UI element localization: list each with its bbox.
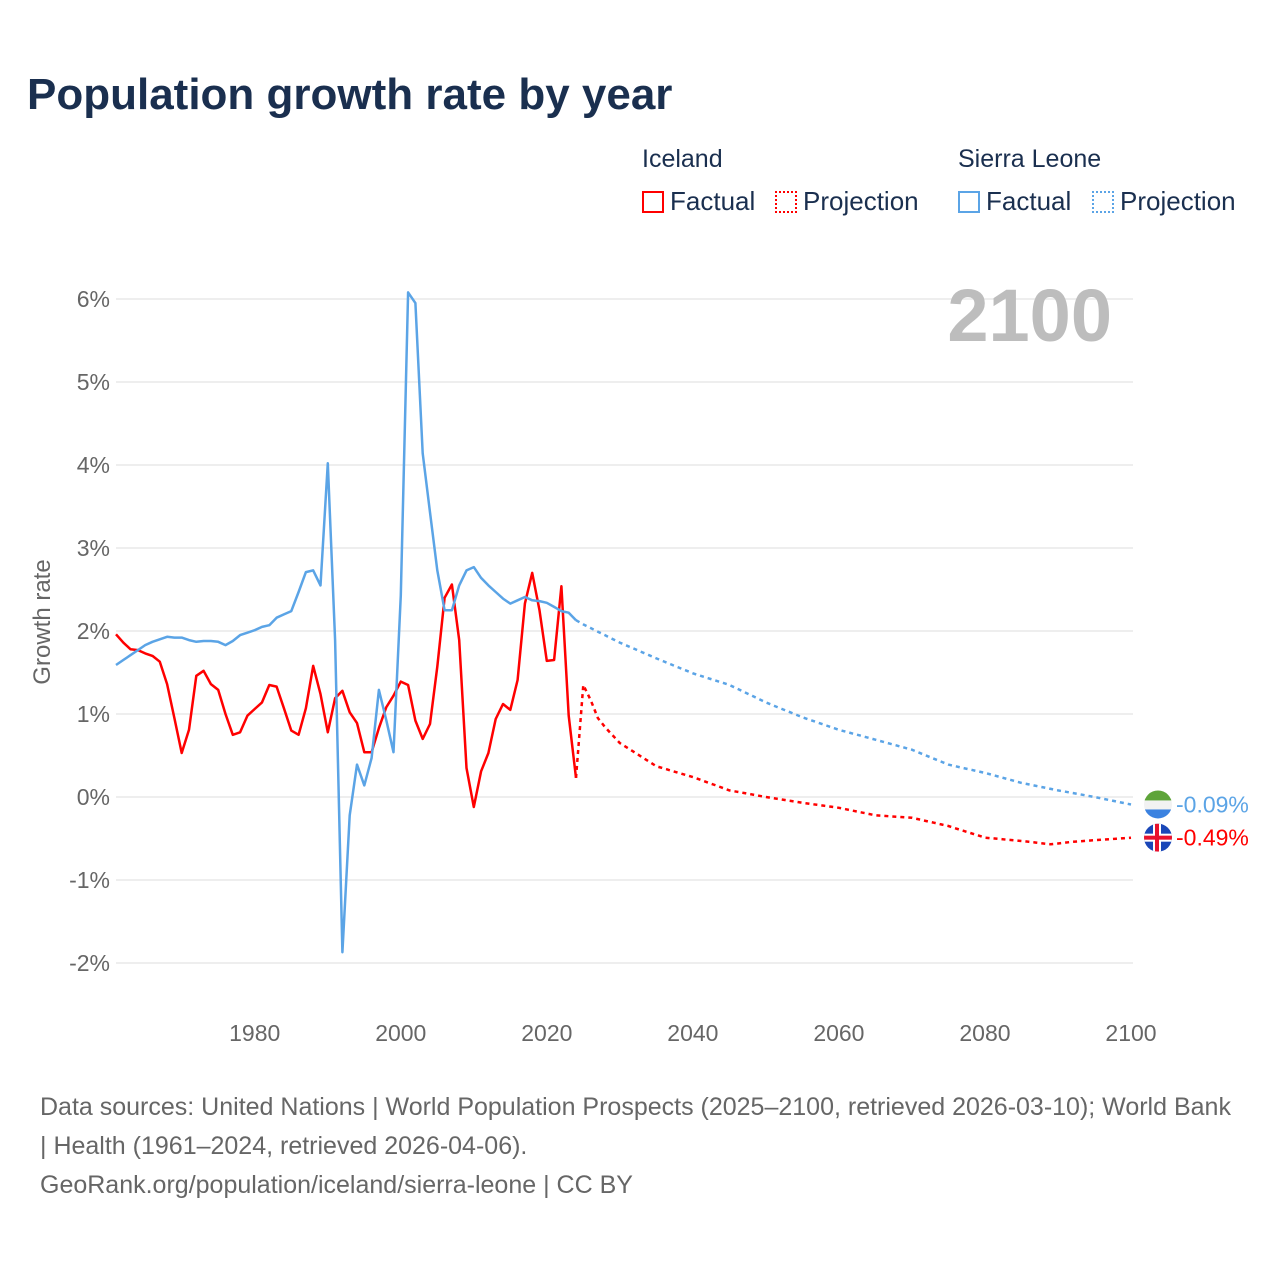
source-url[interactable]: GeoRank.org/population/iceland/sierra-le…	[40, 1171, 633, 1199]
legend-iceland-factual[interactable]: Factual	[642, 186, 755, 217]
y-tick-label: 1%	[77, 701, 110, 727]
x-tick-label: 2060	[813, 1020, 864, 1046]
legend-sierra-leone-projection[interactable]: Projection	[1092, 186, 1236, 217]
sierra-leone-factual-line	[115, 291, 577, 954]
flag-body	[1144, 823, 1172, 852]
y-tick-label: 6%	[77, 286, 110, 312]
iceland-factual-line	[115, 571, 578, 809]
x-tick-label: 1980	[229, 1020, 280, 1046]
x-tick-label: 2000	[375, 1020, 426, 1046]
legend-label: Projection	[803, 186, 919, 216]
x-tick-label: 2040	[667, 1020, 718, 1046]
legend-group-sierra-leone: Sierra Leone	[958, 145, 1102, 173]
y-tick-label: 4%	[77, 452, 110, 478]
legend-sierra-leone-factual[interactable]: Factual	[958, 186, 1071, 217]
y-tick-label: 0%	[77, 784, 110, 810]
sierra-leone-end-label: -0.09%	[1176, 791, 1249, 817]
sierra-leone-projection-line	[575, 619, 1132, 806]
iceland-end-label: -0.49%	[1176, 825, 1249, 851]
legend-iceland-projection[interactable]: Projection	[775, 186, 919, 217]
y-tick-label: 3%	[77, 535, 110, 561]
flag-stripe-green	[1144, 790, 1172, 801]
source-line: Data sources: United Nations | World Pop…	[40, 1093, 1231, 1160]
y-tick-label: 5%	[77, 369, 110, 395]
legend-swatch-solid	[958, 190, 980, 213]
legend-swatch-dotted	[775, 190, 797, 213]
sierra-leone-flag-icon	[1144, 790, 1172, 819]
y-tick-label: -2%	[69, 950, 110, 976]
flag-stripe-blue	[1144, 809, 1172, 819]
legend-label: Factual	[986, 186, 1072, 216]
legend-label: Projection	[1120, 186, 1236, 216]
legend-swatch-dotted	[1092, 190, 1114, 213]
y-tick-label: 2%	[77, 618, 110, 644]
y-axis-label: Growth rate	[29, 559, 56, 684]
flag-body	[1144, 790, 1172, 819]
legend-group-iceland: Iceland	[642, 145, 723, 173]
legend-label: Factual	[670, 186, 756, 216]
x-tick-label: 2100	[1105, 1020, 1156, 1046]
chart-title: Population growth rate by year	[27, 70, 673, 119]
x-tick-label: 2080	[959, 1020, 1010, 1046]
iceland-flag-icon	[1144, 823, 1172, 852]
flag-cross-red	[1155, 823, 1159, 852]
year-watermark: 2100	[947, 274, 1112, 357]
y-tick-label: -1%	[69, 867, 110, 893]
legend-swatch-solid	[642, 190, 664, 213]
source-note: Data sources: United Nations | World Pop…	[40, 1088, 1240, 1205]
flag-stripe-white	[1144, 800, 1172, 810]
x-tick-label: 2020	[521, 1020, 572, 1046]
iceland-projection-line	[574, 680, 1132, 846]
